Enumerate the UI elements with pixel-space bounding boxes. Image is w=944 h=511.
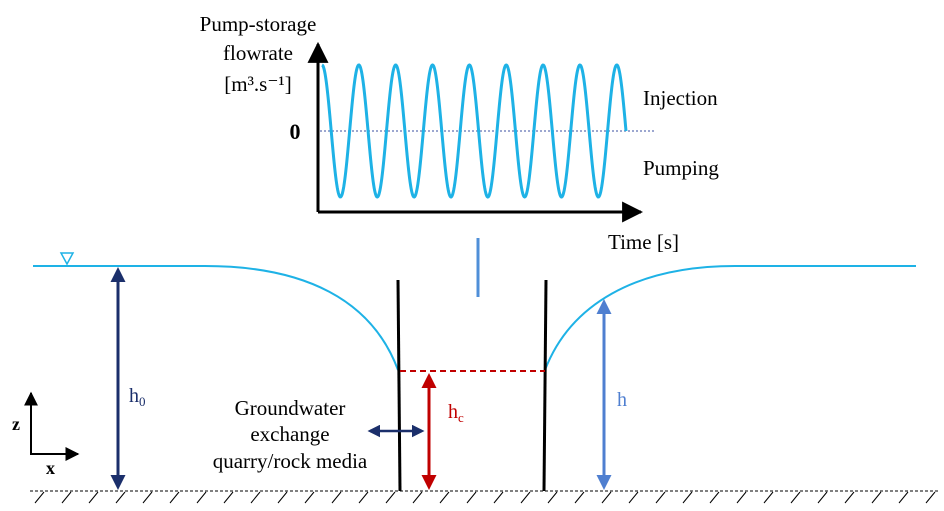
h0-label: h0 [129,385,146,409]
water-table-left [33,265,399,371]
hatch-mark [790,491,801,504]
hatch-mark [385,491,396,504]
time-axis-label: Time [s] [608,230,679,254]
hatch-mark [466,491,477,504]
ylabel-line2: flowrate [223,41,293,65]
ylabel-line1: Pump-storage [200,12,317,36]
hatch-mark [898,491,909,504]
hatch-mark [763,491,774,504]
hatch-mark [709,491,720,504]
hatch-mark [682,491,693,504]
exchange-line1: Groundwater [235,396,346,420]
hatch-mark [655,491,666,504]
ylabel-line3: [m³.s⁻¹] [224,72,291,96]
x-axis-label: x [46,458,55,478]
hatch-mark [196,491,207,504]
hatch-mark [223,491,234,504]
hatch-mark [142,491,153,504]
hatch-mark [547,491,558,504]
hatch-mark [817,491,828,504]
flowrate-chart: Pump-storage flowrate [m³.s⁻¹] 0 Injecti… [200,12,720,254]
water-level-triangle-icon [59,252,75,266]
hatch-mark [736,491,747,504]
hatch-mark [88,491,99,504]
hatch-mark [169,491,180,504]
hatch-mark [925,491,936,504]
water-table [33,252,916,371]
ground-hatching [34,491,936,504]
flowrate-series-line [321,63,628,199]
exchange-line3: quarry/rock media [213,449,368,473]
hatch-mark [331,491,342,504]
hatch-mark [250,491,261,504]
hatch-mark [277,491,288,504]
hatch-mark [601,491,612,504]
hatch-mark [34,491,45,504]
hatch-mark [844,491,855,504]
hc-label: hc [448,401,464,425]
zero-label: 0 [290,119,301,144]
ground [30,490,940,504]
injection-label: Injection [643,86,718,110]
hatch-mark [574,491,585,504]
hatch-mark [358,491,369,504]
hatch-mark [412,491,423,504]
h-label: h [617,389,627,411]
hatch-mark [871,491,882,504]
hatch-mark [115,491,126,504]
z-axis-label: z [12,414,20,434]
water-table-right [544,265,916,371]
hatch-mark [493,491,504,504]
quarry-wall-right [542,279,548,492]
pumping-label: Pumping [643,156,719,180]
hatch-mark [628,491,639,504]
hatch-mark [520,491,531,504]
quarry-wall-left [396,279,402,492]
coordinate-axes: z x [12,391,80,478]
hatch-mark [439,491,450,504]
hatch-mark [304,491,315,504]
hatch-mark [61,491,72,504]
exchange-line2: exchange [250,422,329,446]
